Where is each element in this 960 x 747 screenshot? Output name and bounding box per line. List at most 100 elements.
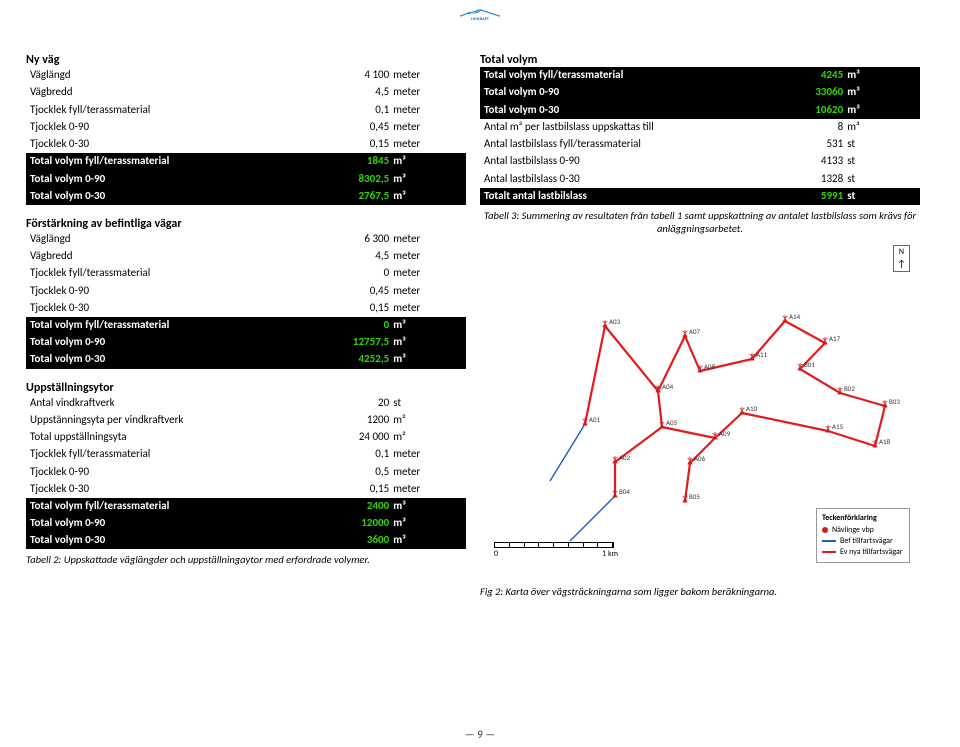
row-label: Väglängd xyxy=(26,231,303,248)
table-row: Total volym 0-3010620m³ xyxy=(480,101,920,118)
row-label: Antal lastbilslass 0-30 xyxy=(480,170,757,187)
table-2-caption: Tabell 2: Uppskattade väglängder och upp… xyxy=(26,553,466,566)
turbine-marker: A01 xyxy=(583,415,601,426)
row-value: 4252,5 xyxy=(303,351,391,368)
table-row: Total volym 0-304252,5m³ xyxy=(26,351,466,368)
row-unit: meter xyxy=(391,136,466,153)
row-label: Antal m³ per lastbilslass uppskattas til… xyxy=(480,119,757,136)
row-label: Antal vindkraftverk xyxy=(26,395,303,412)
legend-row: Nävlinge vbp xyxy=(822,525,904,535)
row-unit: meter xyxy=(391,119,466,136)
row-label: Tjocklek 0-90 xyxy=(26,463,303,480)
section-3-title: Uppställningsytor xyxy=(26,381,466,395)
row-label: Total volym fyll/terassmaterial xyxy=(480,67,757,84)
row-label: Total volym 0-90 xyxy=(26,334,303,351)
row-unit: m³ xyxy=(391,170,466,187)
row-unit: m² xyxy=(391,412,466,429)
section-1-title: Ny väg xyxy=(26,53,466,67)
turbine-marker: A15 xyxy=(826,422,844,433)
svg-text:B03: B03 xyxy=(889,397,900,406)
svg-text:A18: A18 xyxy=(879,437,891,446)
table-row: Tjocklek 0-300,15meter xyxy=(26,481,466,498)
row-unit: m³ xyxy=(391,498,466,515)
table-row: Total volym fyll/terassmaterial4245m³ xyxy=(480,67,920,84)
row-value: 531 xyxy=(757,136,845,153)
svg-text:B05: B05 xyxy=(689,492,700,501)
row-label: Väglängd xyxy=(26,67,303,84)
table-row: Vägbredd4,5meter xyxy=(26,248,466,265)
table-row: Total uppställningsyta24 000m² xyxy=(26,429,466,446)
row-label: Antal lastbilslass fyll/terassmaterial xyxy=(480,136,757,153)
map-legend: Teckenförklaring Nävlinge vbpBef tillfar… xyxy=(816,508,910,563)
row-label: Totalt antal lastbilslass xyxy=(480,188,757,205)
row-value: 0,5 xyxy=(303,463,391,480)
turbine-marker: A02 xyxy=(613,453,631,464)
table-row: Väglängd6 300meter xyxy=(26,231,466,248)
row-label: Tjocklek 0-30 xyxy=(26,136,303,153)
row-unit: meter xyxy=(391,248,466,265)
svg-text:A02: A02 xyxy=(619,453,631,462)
row-unit: meter xyxy=(391,265,466,282)
row-value: 0 xyxy=(303,265,391,282)
table-row: Total volym 0-9033060m³ xyxy=(480,84,920,101)
svg-text:A14: A14 xyxy=(789,312,801,321)
row-value: 2400 xyxy=(303,498,391,515)
section-2-title: Förstärkning av befintliga vägar xyxy=(26,217,466,231)
legend-title: Teckenförklaring xyxy=(822,513,904,523)
row-label: Tjocklek fyll/terassmaterial xyxy=(26,446,303,463)
compass-icon: N ↑ xyxy=(893,245,910,272)
right-column: Total volym Total volym fyll/terassmater… xyxy=(480,45,920,598)
turbine-marker: B03 xyxy=(883,397,901,408)
map-scale: 01 km xyxy=(494,542,618,559)
row-value: 20 xyxy=(303,395,391,412)
row-value: 2767,5 xyxy=(303,188,391,205)
row-label: Tjocklek 0-30 xyxy=(26,300,303,317)
row-unit: meter xyxy=(391,67,466,84)
row-unit: meter xyxy=(391,446,466,463)
legend-row: Ev nya tillfartsvägar xyxy=(822,547,904,557)
left-column: Ny väg Väglängd4 100meterVägbredd4,5mete… xyxy=(26,45,466,598)
row-label: Vägbredd xyxy=(26,84,303,101)
svg-text:A06: A06 xyxy=(694,454,706,463)
row-label: Tjocklek 0-90 xyxy=(26,119,303,136)
row-value: 0 xyxy=(303,317,391,334)
svg-text:A04: A04 xyxy=(662,382,674,391)
table-row: Tjocklek fyll/terassmaterial0,1meter xyxy=(26,101,466,118)
svg-text:A10: A10 xyxy=(746,404,758,413)
row-value: 6 300 xyxy=(303,231,391,248)
table-row: Total volym 0-303600m³ xyxy=(26,532,466,549)
map-figure: A01A02A03A04A05A06A07A08A09A10A11A14A15A… xyxy=(480,241,920,581)
row-unit: st xyxy=(845,153,920,170)
page-number: — 9 — xyxy=(0,728,960,741)
table-row: Tjocklek 0-900,45meter xyxy=(26,119,466,136)
table-row: Totalt antal lastbilslass5991st xyxy=(480,188,920,205)
table-uppstallning: Antal vindkraftverk20stUppstänningsyta p… xyxy=(26,395,466,550)
svg-text:A09: A09 xyxy=(719,429,731,438)
turbine-marker: A14 xyxy=(783,312,801,323)
turbine-marker: A03 xyxy=(603,317,621,328)
row-label: Total volym 0-30 xyxy=(26,351,303,368)
turbine-marker: A10 xyxy=(740,404,758,415)
row-unit: m² xyxy=(391,429,466,446)
turbine-marker: A04 xyxy=(656,382,674,393)
turbine-marker: A08 xyxy=(698,362,716,373)
row-value: 0,1 xyxy=(303,446,391,463)
row-unit: m³ xyxy=(845,119,920,136)
row-value: 12757,5 xyxy=(303,334,391,351)
table-row: Tjocklek 0-900,45meter xyxy=(26,282,466,299)
turbine-marker: A18 xyxy=(873,437,891,448)
row-label: Total volym 0-30 xyxy=(26,532,303,549)
row-unit: m³ xyxy=(391,317,466,334)
row-label: Total volym 0-30 xyxy=(480,101,757,118)
row-value: 33060 xyxy=(757,84,845,101)
row-unit: st xyxy=(845,188,920,205)
svg-text:HS:KRAFT: HS:KRAFT xyxy=(471,17,490,22)
row-label: Tjocklek 0-30 xyxy=(26,481,303,498)
row-value: 8302,5 xyxy=(303,170,391,187)
table-row: Tjocklek 0-300,15meter xyxy=(26,300,466,317)
fig-2-caption: Fig 2: Karta över vägsträckningarna som … xyxy=(480,585,920,598)
row-unit: st xyxy=(845,170,920,187)
row-unit: m³ xyxy=(391,515,466,532)
row-value: 4,5 xyxy=(303,248,391,265)
table-row: Vägbredd4,5meter xyxy=(26,84,466,101)
